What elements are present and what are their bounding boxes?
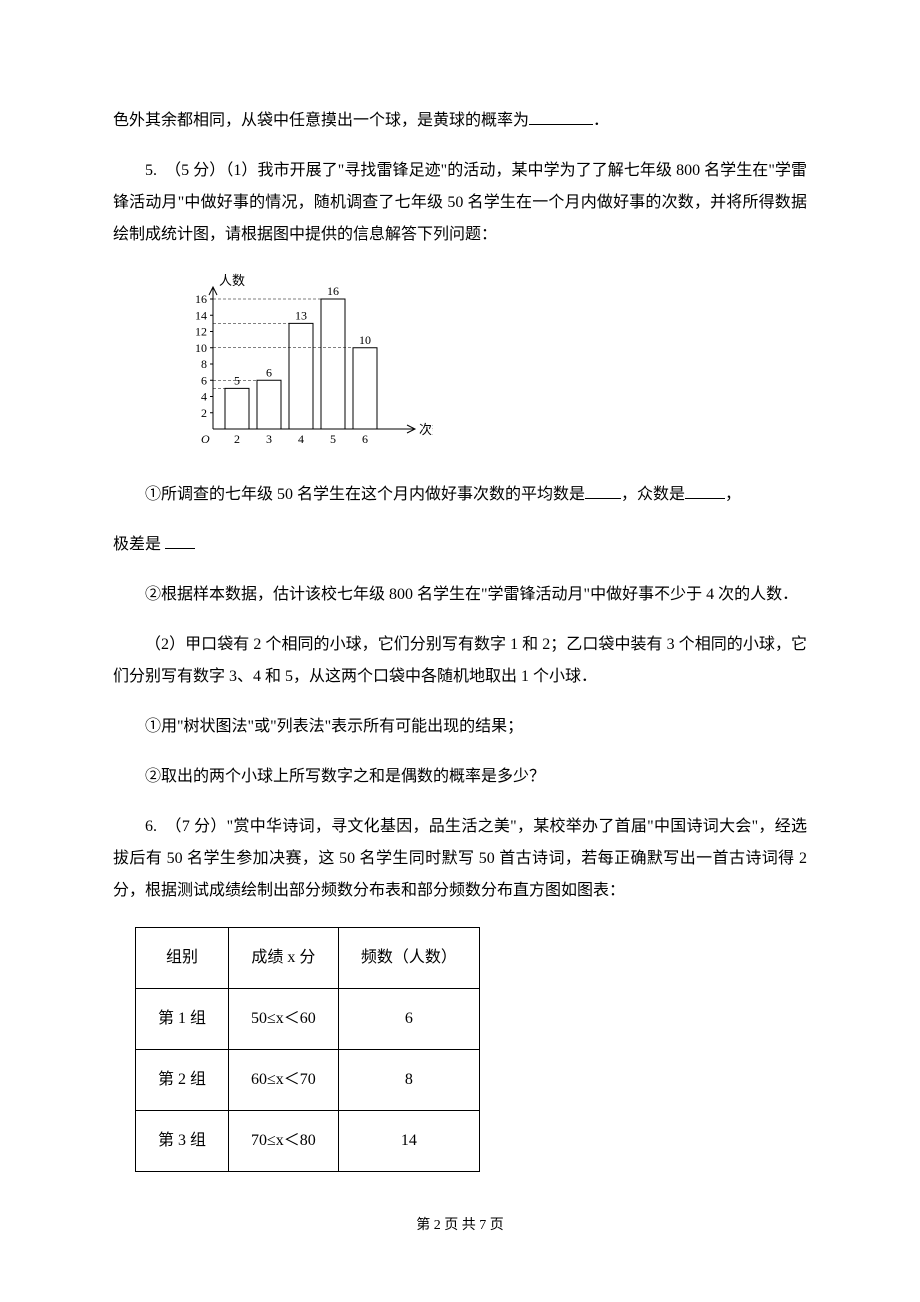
svg-text:6: 6 — [362, 432, 368, 446]
table-cell: 60≤x＜70 — [229, 1050, 339, 1111]
svg-text:O: O — [201, 432, 210, 446]
table-header: 组别 — [136, 928, 229, 989]
question-5-1-1: ①所调查的七年级 50 名学生在这个月内做好事次数的平均数是 ，众数是 ， — [113, 479, 807, 511]
svg-text:4: 4 — [201, 390, 207, 404]
table-cell: 第 3 组 — [136, 1111, 229, 1172]
question-6-intro: 6. （7 分）"赏中华诗词，寻文化基因，品生活之美"，某校举办了首届"中国诗词… — [113, 811, 807, 907]
text: ， — [725, 486, 741, 503]
table-row: 第 3 组 70≤x＜80 14 — [136, 1111, 480, 1172]
svg-text:4: 4 — [298, 432, 304, 446]
text: ． — [593, 112, 609, 129]
svg-text:14: 14 — [195, 308, 207, 322]
blank — [529, 108, 593, 125]
text: 极差是 — [113, 536, 161, 553]
question-5-2-intro: （2）甲口袋有 2 个相同的小球，它们分别写有数字 1 和 2；乙口袋中装有 3… — [113, 629, 807, 693]
table-cell: 70≤x＜80 — [229, 1111, 339, 1172]
table-cell: 14 — [338, 1111, 479, 1172]
svg-text:16: 16 — [195, 292, 207, 306]
table-row: 组别 成绩 x 分 频数（人数） — [136, 928, 480, 989]
svg-text:16: 16 — [327, 284, 339, 298]
svg-text:5: 5 — [330, 432, 336, 446]
svg-text:人数: 人数 — [219, 273, 245, 288]
frequency-table: 组别 成绩 x 分 频数（人数） 第 1 组 50≤x＜60 6 第 2 组 6… — [135, 927, 480, 1172]
svg-text:8: 8 — [201, 357, 207, 371]
table-header: 频数（人数） — [338, 928, 479, 989]
question-5-2-1: ①用"树状图法"或"列表法"表示所有可能出现的结果； — [113, 711, 807, 743]
svg-text:10: 10 — [359, 333, 371, 347]
blank — [165, 532, 195, 549]
svg-text:6: 6 — [266, 365, 272, 379]
table-cell: 8 — [338, 1050, 479, 1111]
bar-chart: 246810121416人数次数。O5263134165106 — [173, 269, 807, 461]
svg-text:2: 2 — [201, 406, 207, 420]
svg-text:2: 2 — [234, 432, 240, 446]
table-row: 第 2 组 60≤x＜70 8 — [136, 1050, 480, 1111]
svg-text:3: 3 — [266, 432, 272, 446]
svg-text:6: 6 — [201, 373, 207, 387]
table-cell: 50≤x＜60 — [229, 989, 339, 1050]
paragraph-continuation: 色外其余都相同，从袋中任意摸出一个球，是黄球的概率为 ． — [113, 105, 807, 137]
blank — [685, 482, 725, 499]
svg-text:12: 12 — [195, 325, 207, 339]
text: 色外其余都相同，从袋中任意摸出一个球，是黄球的概率为 — [113, 112, 529, 129]
svg-text:次数: 次数 — [419, 422, 433, 437]
question-5-1-1b: 极差是 — [113, 529, 807, 561]
table-row: 第 1 组 50≤x＜60 6 — [136, 989, 480, 1050]
blank — [585, 482, 621, 499]
table-header: 成绩 x 分 — [229, 928, 339, 989]
table-cell: 第 2 组 — [136, 1050, 229, 1111]
page-footer: 第 2 页 共 7 页 — [113, 1212, 807, 1240]
text: ，众数是 — [621, 486, 685, 503]
question-5-2-2: ②取出的两个小球上所写数字之和是偶数的概率是多少？ — [113, 761, 807, 793]
text: ①所调查的七年级 50 名学生在这个月内做好事次数的平均数是 — [145, 486, 585, 503]
question-5-intro: 5. （5 分）（1）我市开展了"寻找雷锋足迹"的活动，某中学为了了解七年级 8… — [113, 155, 807, 251]
svg-text:13: 13 — [295, 308, 307, 322]
table-cell: 第 1 组 — [136, 989, 229, 1050]
question-5-1-2: ②根据样本数据，估计该校七年级 800 名学生在"学雷锋活动月"中做好事不少于 … — [113, 579, 807, 611]
svg-text:10: 10 — [195, 341, 207, 355]
table-cell: 6 — [338, 989, 479, 1050]
